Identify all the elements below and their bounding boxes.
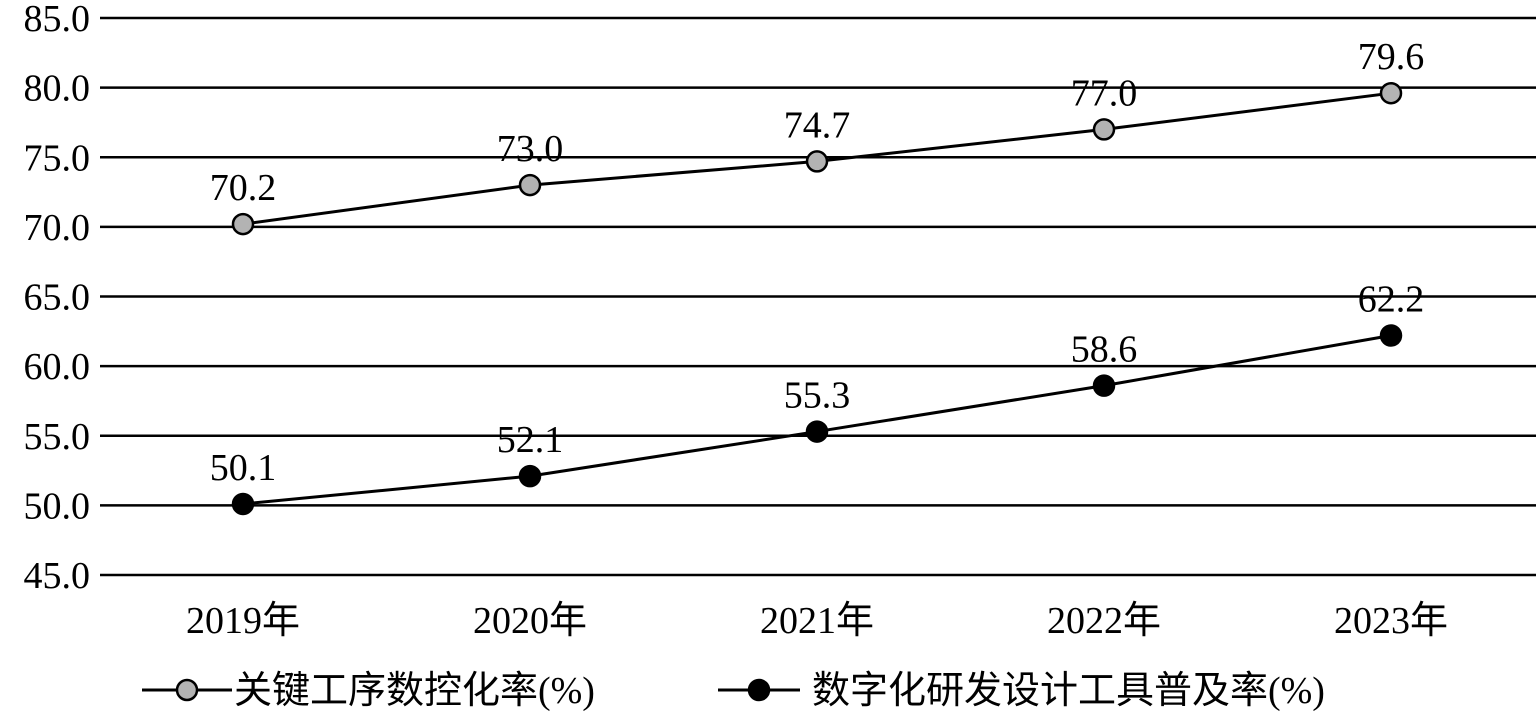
legend: 关键工序数控化率(%) 数字化研发设计工具普及率(%) [142,670,1325,712]
y-tick-label: 70.0 [24,207,91,249]
x-tick-label: 2021年 [760,600,874,642]
data-point [805,420,829,443]
x-tick-label: 2020年 [473,600,587,642]
legend-label: 关键工序数控化率(%) [234,670,595,712]
data-point [231,492,255,516]
data-labels: 70.2 73.0 74.7 77.0 79.6 50.1 52.1 55.3 58.6 62.2 [210,36,1425,489]
data-label: 74.7 [784,104,851,146]
x-tick-label: 2019年 [186,600,300,642]
y-tick-label: 65.0 [24,277,91,319]
x-tick-label: 2022年 [1047,600,1161,642]
data-point [1092,374,1116,397]
series-layer [231,81,1403,516]
y-tick-label: 60.0 [24,346,91,388]
data-label: 52.1 [497,419,564,461]
data-label: 73.0 [497,128,564,170]
data-point [518,173,542,197]
gridlines [100,16,1536,577]
legend-label: 数字化研发设计工具普及率(%) [812,670,1325,712]
legend-marker [747,678,771,702]
y-axis-ticks: 45.0 50.0 55.0 60.0 65.0 70.0 75.0 80.0 85.0 [24,0,91,597]
y-tick-label: 55.0 [24,416,91,458]
y-tick-label: 45.0 [24,555,91,597]
data-point [231,212,255,236]
x-tick-label: 2023年 [1334,600,1448,642]
series-line-2 [242,334,1392,506]
data-label: 79.6 [1358,36,1425,78]
y-tick-label: 80.0 [24,68,91,110]
data-point [1379,81,1403,105]
data-point [518,464,542,488]
data-label: 55.3 [784,375,851,417]
data-label: 70.2 [210,167,277,209]
y-tick-label: 75.0 [24,137,91,179]
x-axis-ticks: 2019年 2020年 2021年 2022年 2023年 [186,600,1448,642]
data-point [805,150,829,173]
data-point [1092,118,1116,141]
legend-marker [175,678,199,702]
data-label: 50.1 [210,447,277,489]
data-label: 77.0 [1071,72,1138,114]
data-label: 62.2 [1358,278,1425,320]
data-point [1379,324,1403,347]
data-label: 58.6 [1071,329,1138,371]
y-tick-label: 85.0 [24,0,91,40]
y-tick-label: 50.0 [24,485,91,527]
